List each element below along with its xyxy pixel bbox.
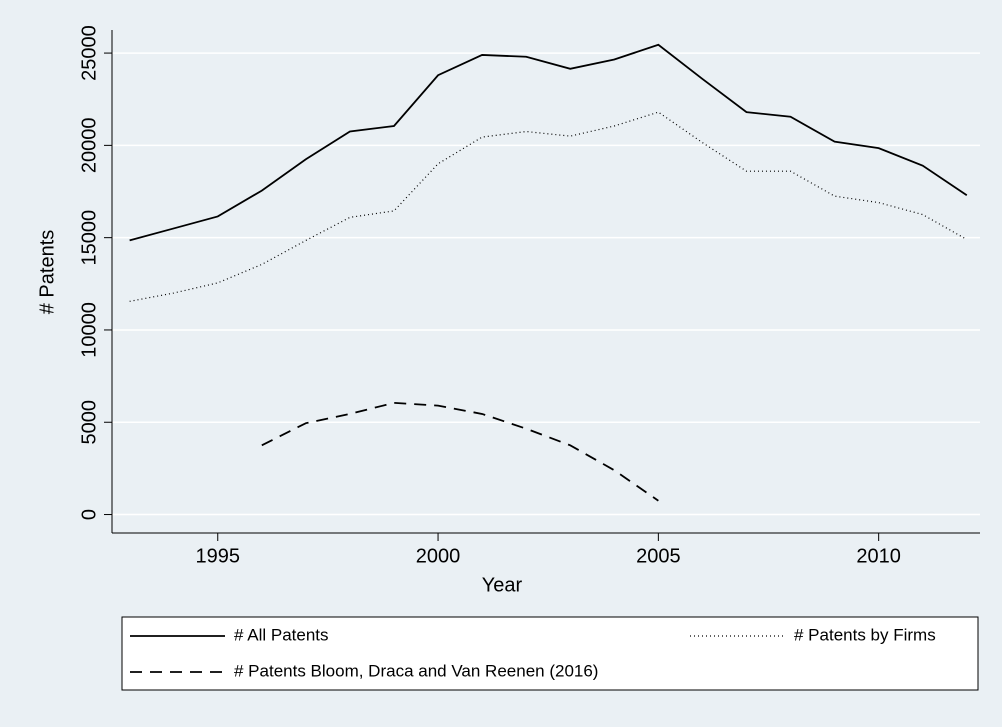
x-tick-label: 1995 bbox=[195, 545, 240, 567]
series-line bbox=[261, 401, 659, 502]
x-axis-label: Year bbox=[482, 574, 523, 596]
series-line bbox=[129, 111, 968, 302]
y-tick-label: 20000 bbox=[78, 118, 100, 174]
legend-label: # Patents Bloom, Draca and Van Reenen (2… bbox=[234, 661, 598, 680]
x-tick-label: 2000 bbox=[416, 545, 461, 567]
y-tick-label: 25000 bbox=[78, 25, 100, 81]
legend-label: # Patents by Firms bbox=[794, 625, 936, 644]
legend-box bbox=[121, 616, 979, 691]
y-axis-label: # Patents bbox=[36, 230, 58, 315]
legend-label: # All Patents bbox=[234, 625, 329, 644]
x-tick-label: 2005 bbox=[636, 545, 681, 567]
x-tick-label: 2010 bbox=[856, 545, 901, 567]
y-tick-label: 0 bbox=[78, 509, 100, 520]
y-tick-label: 5000 bbox=[78, 400, 100, 445]
y-tick-label: 15000 bbox=[78, 210, 100, 266]
y-tick-label: 10000 bbox=[78, 302, 100, 358]
series-line bbox=[129, 43, 968, 242]
